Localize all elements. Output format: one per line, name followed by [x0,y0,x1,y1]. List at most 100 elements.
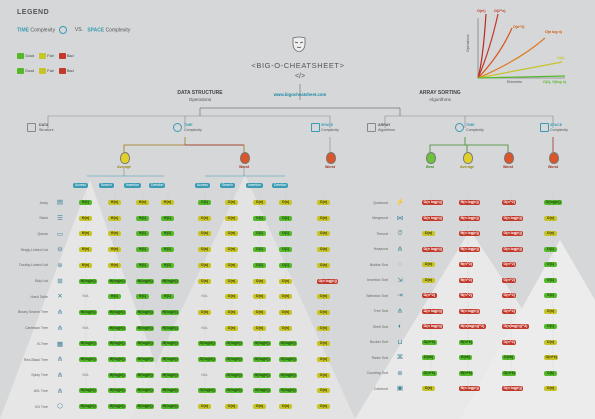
complexity-cell: O(n+k) [544,355,559,360]
complexity-cell: O(n) [225,262,238,268]
complexity-cell: Ω(n log(n)) [422,200,444,205]
complexity-cell: O(n) [317,357,330,362]
complexity-cell: Θ(n) [79,231,92,237]
row-label: AVL Tree [33,388,48,393]
complexity-cell: Θ(log(n)) [79,388,98,394]
complexity-cell: Θ(1) [136,231,149,237]
row-label: Stack [39,216,48,221]
complexity-cell: O(n) [253,309,266,315]
array-icon: ▤ [56,199,64,207]
complexity-cell: O(n) [225,247,238,253]
left-time-label: TIME [184,123,193,127]
complexity-cell: O(n) [544,215,557,221]
complexity-cell: Θ(1) [136,262,149,268]
right-space-sub: Complexity [550,128,568,132]
legend-item-label: Good [25,54,35,58]
legend-item-label: Fair [47,54,54,58]
legend-space-rest: Complexity [105,27,131,34]
average-face-icon [463,152,473,164]
mergesort-icon: ⋈ [396,214,404,222]
complexity-cell: Θ(n log(n)) [459,308,481,314]
complexity-cell: O(log(n)) [225,341,244,347]
row-label: Singly-Linked List [20,247,48,252]
complexity-cell: O(log(n)) [198,357,217,362]
complexity-cell: Θ(nk) [459,355,472,360]
heapsort-icon: ⋔ [397,245,403,253]
complexity-cell: Ω(n) [422,386,435,391]
legend-item: Bad [58,68,74,74]
legend-time-word: TIME [17,27,29,34]
complexity-cell: Θ(log(n)) [136,372,155,378]
complexity-cell: Θ(1) [136,247,149,253]
graph-curve-label: O(2^n) [494,9,506,13]
complexity-cell: Θ(1) [79,200,92,205]
rating-swatch [39,68,47,74]
complexity-cell: O(n) [317,372,330,378]
complexity-cell: Θ(log(n)) [161,404,180,410]
row-label: Bucket Sort [369,340,388,344]
stopwatch-icon [173,123,182,132]
complexity-cell: O(n) [317,215,330,221]
complexity-cell: O(log(n)) [279,341,298,347]
complexity-cell: O(n) [253,294,266,300]
op-header-worst: Access [195,183,210,188]
op-header-average: Insertion [124,183,142,188]
complexity-cell: Θ(log(n)) [136,309,155,315]
page-title: <BIG-O-CHEATSHEET> [251,61,345,70]
complexity-cell: Θ(n) [108,247,121,253]
splay-tree-icon: ⋔ [57,371,63,379]
complexity-cell: Θ(1) [108,294,121,300]
site-url-link[interactable]: www.bigocheatsheet.com [273,92,327,97]
rating-swatch [17,68,24,74]
graph-curve-label: O(n!) [477,9,486,13]
complexity-cell: Θ(log(n)) [108,325,127,331]
legend-item: Good [17,68,34,74]
complexity-cell: O(log(n)) [253,388,272,394]
shell-sort-icon: ◐ [398,323,402,331]
singly-linked-list-icon: ⊖ [57,246,63,254]
complexity-cell: Θ(n(log(n))^2) [459,324,486,329]
legend-item-label: Bad [66,69,74,73]
complexity-cell: Θ(log(n)) [136,341,155,347]
complexity-cell: Θ(1) [161,231,174,237]
complexity-cell: O(n^2) [502,200,517,205]
worst-space-face-icon [549,152,559,164]
right-worst-time-label: Worst [502,165,514,169]
row-label: Shell Sort [372,324,388,329]
complexity-cell: Θ(n log(n)) [459,246,481,252]
complexity-cell: Θ(log(n)) [108,404,127,410]
complexity-cell: Θ(1) [161,247,174,253]
complexity-cell: Ω(n^2) [422,293,437,298]
database-icon [27,123,36,132]
complexity-cell: O(n) [279,325,292,331]
complexity-cell: Ω(n) [422,262,435,267]
legend-space-word: SPACE [87,27,105,34]
array-sorting-title: ARRAY SORTING [419,90,461,96]
complexity-cell: Θ(log(n)) [161,309,180,315]
op-header-worst: Deletion [272,183,289,188]
complexity-cell: Θ(log(n)) [161,372,180,378]
complexity-cell: O(1) [544,293,557,298]
legend-item: Fair [39,68,54,74]
complexity-cell: Ω(n log(n)) [422,215,444,221]
graph-y-label: Operations [466,34,470,52]
complexity-cell: Θ(n^2) [459,262,474,267]
data-structure-subtitle: Operations [188,97,212,102]
complexity-cell: O(n log(n)) [502,231,524,236]
complexity-cell: O(1) [544,246,557,252]
complexity-cell: O(1) [253,262,266,268]
complexity-cell: O(n) [279,200,292,205]
complexity-cell: O(1) [253,215,266,221]
complexity-cell: Θ(n log(n)) [459,386,481,391]
complexity-cell: O(n) [198,231,211,237]
complexity-cell: O(n(log(n))^2) [502,324,529,329]
algo-node-label: ARRAY [378,123,391,127]
complexity-cell: O(n) [225,404,238,410]
complexity-cell: Θ(n) [79,247,92,253]
complexity-cell: O(log(n)) [198,341,217,347]
insertion-sort-icon: ⇲ [397,276,403,284]
right-average-label: Average [459,165,475,169]
row-label: Selection Sort [366,293,388,298]
legend-item-label: Fair [47,69,54,73]
legend-item: Fair [39,53,54,59]
